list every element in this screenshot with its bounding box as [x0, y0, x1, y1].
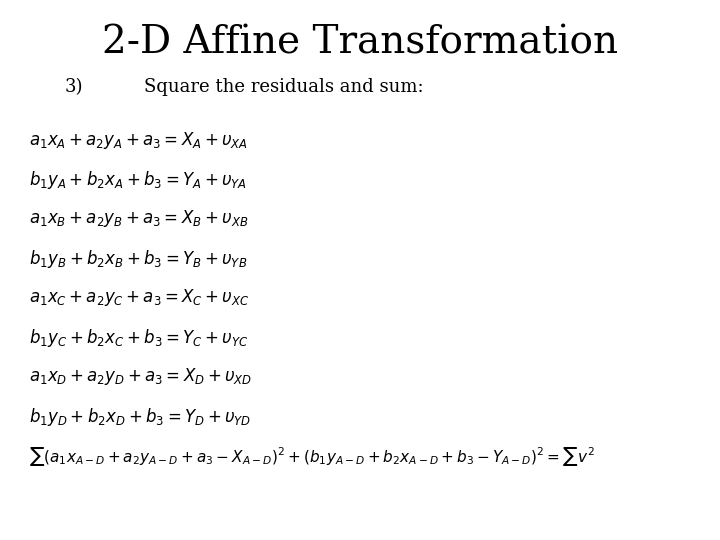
Text: $a_1 x_C + a_2 y_C + a_3 = X_C + \upsilon_{XC}$: $a_1 x_C + a_2 y_C + a_3 = X_C + \upsilo…	[29, 287, 249, 308]
Text: $a_1 x_B + a_2 y_B + a_3 = X_B + \upsilon_{XB}$: $a_1 x_B + a_2 y_B + a_3 = X_B + \upsilo…	[29, 208, 248, 230]
Text: $a_1 x_A + a_2 y_A + a_3 = X_A + \upsilon_{XA}$: $a_1 x_A + a_2 y_A + a_3 = X_A + \upsilo…	[29, 130, 248, 151]
Text: $b_1 y_C + b_2 x_C + b_3 = Y_C + \upsilon_{YC}$: $b_1 y_C + b_2 x_C + b_3 = Y_C + \upsilo…	[29, 327, 248, 349]
Text: Square the residuals and sum:: Square the residuals and sum:	[144, 78, 423, 96]
Text: $b_1 y_B + b_2 x_B + b_3 = Y_B + \upsilon_{YB}$: $b_1 y_B + b_2 x_B + b_3 = Y_B + \upsilo…	[29, 248, 247, 270]
Text: 3): 3)	[65, 78, 84, 96]
Text: 2-D Affine Transformation: 2-D Affine Transformation	[102, 24, 618, 62]
Text: $b_1 y_D + b_2 x_D + b_3 = Y_D + \upsilon_{YD}$: $b_1 y_D + b_2 x_D + b_3 = Y_D + \upsilo…	[29, 406, 251, 428]
Text: $b_1 y_A + b_2 x_A + b_3 = Y_A + \upsilon_{YA}$: $b_1 y_A + b_2 x_A + b_3 = Y_A + \upsilo…	[29, 169, 247, 191]
Text: $a_1 x_D + a_2 y_D + a_3 = X_D + \upsilon_{XD}$: $a_1 x_D + a_2 y_D + a_3 = X_D + \upsilo…	[29, 366, 252, 387]
Text: $\sum (a_1 x_{A-D} + a_2 y_{A-D} + a_3 - X_{A-D})^2 + (b_1 y_{A-D} + b_2 x_{A-D}: $\sum (a_1 x_{A-D} + a_2 y_{A-D} + a_3 -…	[29, 445, 595, 468]
